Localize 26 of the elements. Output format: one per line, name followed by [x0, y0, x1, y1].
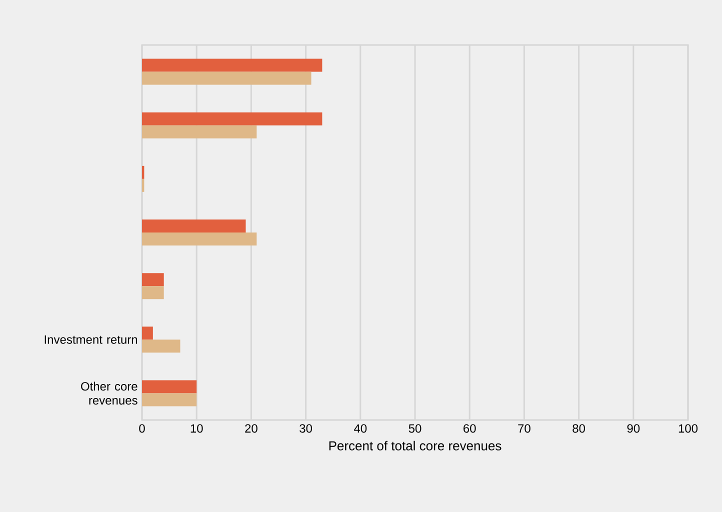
bar [142, 380, 197, 394]
bar [142, 58, 322, 72]
x-tick-label: 0 [139, 424, 145, 433]
bar [142, 72, 312, 85]
x-tick-label: 20 [245, 424, 258, 433]
y-tick-label: Investment return [44, 335, 138, 344]
x-tick-label: 100 [678, 424, 698, 433]
bar [142, 125, 257, 138]
x-tick-label: 40 [354, 424, 367, 433]
bar [142, 340, 180, 353]
x-tick-label: 70 [518, 424, 530, 433]
x-tick-label: 30 [300, 424, 312, 433]
bar [142, 393, 197, 406]
x-tick-label: 90 [627, 424, 640, 433]
x-tick-label: 80 [572, 424, 586, 433]
bar [142, 326, 153, 340]
x-tick-label: 10 [190, 424, 203, 433]
bar [142, 219, 246, 232]
bar [142, 273, 164, 286]
x-axis-title: Percent of total core revenues [329, 440, 502, 450]
x-tick-label: 50 [408, 424, 422, 433]
bar [142, 286, 164, 300]
bar [142, 232, 257, 246]
y-tick-label: Other core revenues [81, 382, 138, 405]
x-tick-label: 60 [464, 424, 476, 433]
bar [142, 112, 322, 126]
